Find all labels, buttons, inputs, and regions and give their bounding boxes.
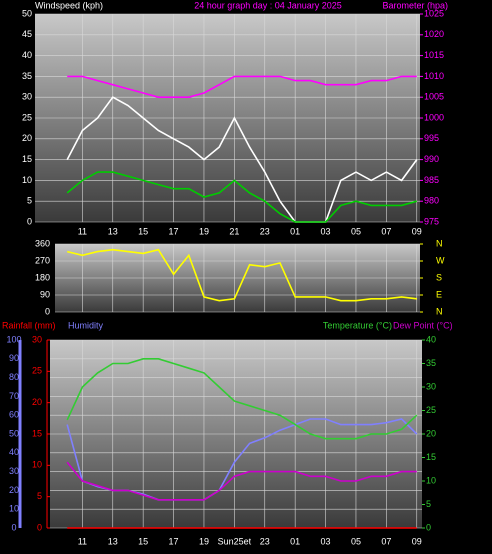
y2-tick-label: 1005: [424, 92, 444, 102]
y2-tick-label: 30: [426, 381, 436, 391]
y-tick-label: 10: [22, 175, 32, 185]
y-tick-label: 35: [22, 71, 32, 81]
x-tick-label: 09: [412, 226, 422, 236]
series-line: [67, 248, 417, 302]
y3-tick-label: 20: [32, 397, 42, 407]
y-tick-label: 20: [22, 133, 32, 143]
series-line: [66, 96, 418, 223]
y-axis-label: Windspeed (kph): [35, 0, 103, 10]
y3-tick-label: 0: [37, 522, 42, 532]
y2-tick-label: 0: [426, 522, 431, 532]
series-line: [66, 171, 418, 223]
x-tick-label: 09: [412, 536, 422, 546]
y2-tick-label: 40: [426, 334, 436, 344]
x-tick-label: 19: [199, 536, 209, 546]
y-tick-label: 0: [27, 216, 32, 226]
y2-tick-label: 975: [424, 216, 439, 226]
y2-tick-label: 1000: [424, 112, 444, 122]
y-tick-label: 30: [22, 92, 32, 102]
x-tick-label: Sun25et: [218, 536, 252, 546]
y-tick-label: 60: [9, 410, 19, 420]
y-tick-label: 25: [22, 112, 32, 122]
y3-tick-label: 10: [32, 460, 42, 470]
x-tick-label: 17: [169, 226, 179, 236]
y-tick-label: 5: [27, 196, 32, 206]
y2-tick-label: N: [436, 238, 443, 248]
x-tick-label: 23: [260, 536, 270, 546]
y2-tick-label: 1020: [424, 29, 444, 39]
y2-tick-label: 35: [426, 358, 436, 368]
y2-tick-label: 1025: [424, 8, 444, 18]
x-tick-label: 19: [199, 226, 209, 236]
x-tick-label: 15: [138, 536, 148, 546]
x-tick-label: 21: [229, 226, 239, 236]
y-tick-label: 30: [9, 466, 19, 476]
y2-tick-label: 25: [426, 405, 436, 415]
y2-tick-label: E: [436, 289, 442, 299]
x-tick-label: 17: [169, 536, 179, 546]
y2-axis-label: Barometer (hpa): [382, 0, 448, 10]
chart-title: 24 hour graph day : 04 January 2025: [194, 0, 342, 10]
y-tick-label: 100: [6, 334, 21, 344]
y2-tick-label: 980: [424, 196, 439, 206]
series-line: [66, 358, 418, 440]
series-line: [66, 461, 417, 501]
y-tick-label: 270: [35, 255, 50, 265]
y2-tick-label: 1015: [424, 50, 444, 60]
x-tick-label: 03: [321, 226, 331, 236]
y-tick-label: 90: [9, 353, 19, 363]
y2-tick-label: W: [436, 255, 445, 265]
legend-humidity: Humidity: [68, 320, 104, 330]
x-tick-label: 05: [351, 536, 361, 546]
y3-tick-label: 15: [32, 428, 42, 438]
x-tick-label: 11: [78, 536, 87, 546]
y2-tick-label: 995: [424, 133, 439, 143]
x-tick-label: 07: [381, 536, 391, 546]
y-tick-label: 70: [9, 391, 19, 401]
legend-temperature: Temperature (°C): [323, 320, 392, 330]
y2-tick-label: N: [436, 306, 443, 316]
series-line: [67, 75, 417, 98]
x-tick-label: 11: [78, 226, 87, 236]
x-tick-label: 15: [138, 226, 148, 236]
x-tick-label: 05: [351, 226, 361, 236]
x-tick-label: 23: [260, 226, 270, 236]
y2-tick-label: S: [436, 272, 442, 282]
y3-tick-label: 25: [32, 366, 42, 376]
y2-tick-label: 5: [426, 499, 431, 509]
y-tick-label: 90: [40, 289, 50, 299]
legend-rain: Rainfall (mm): [2, 320, 56, 330]
y2-tick-label: 990: [424, 154, 439, 164]
y3-tick-label: 5: [37, 491, 42, 501]
y-tick-label: 45: [22, 29, 32, 39]
legend-dewpoint: Dew Point (°C): [393, 320, 453, 330]
y2-tick-label: 10: [426, 475, 436, 485]
y-tick-label: 40: [22, 50, 32, 60]
y-tick-label: 50: [22, 8, 32, 18]
y2-tick-label: 1010: [424, 71, 444, 81]
y2-tick-label: 20: [426, 428, 436, 438]
y-tick-label: 10: [9, 504, 19, 514]
y-tick-label: 50: [9, 428, 19, 438]
y-tick-label: 20: [9, 485, 19, 495]
y-tick-label: 180: [35, 272, 50, 282]
y-tick-label: 360: [35, 238, 50, 248]
y2-tick-label: 985: [424, 175, 439, 185]
y-tick-label: 0: [11, 522, 16, 532]
y-tick-label: 40: [9, 447, 19, 457]
x-tick-label: 01: [290, 226, 300, 236]
y2-tick-label: 15: [426, 452, 436, 462]
x-tick-label: 13: [108, 226, 118, 236]
y-tick-label: 15: [22, 154, 32, 164]
y-tick-label: 80: [9, 372, 19, 382]
y3-tick-label: 30: [32, 334, 42, 344]
y-tick-label: 0: [45, 306, 50, 316]
x-tick-label: 01: [290, 536, 300, 546]
x-tick-label: 07: [381, 226, 391, 236]
x-tick-label: 03: [321, 536, 331, 546]
x-tick-label: 13: [108, 536, 118, 546]
